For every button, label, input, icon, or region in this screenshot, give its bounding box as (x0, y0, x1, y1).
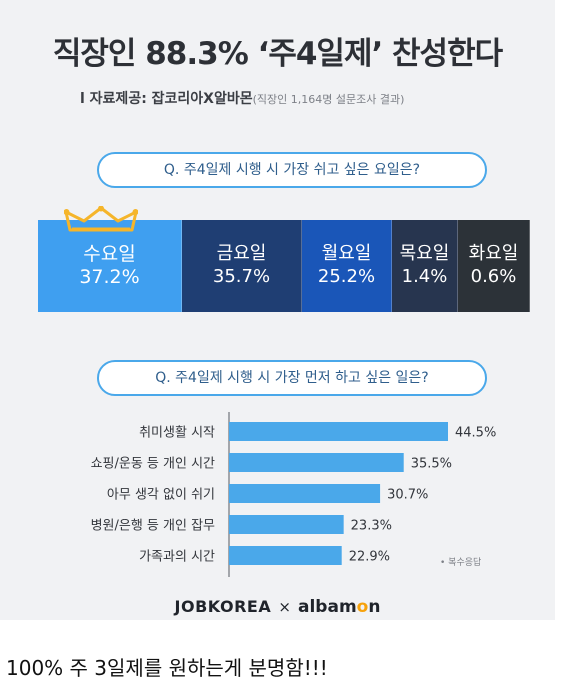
bar-category-label: 아무 생각 없이 쉬기 (107, 488, 215, 503)
source-line: l 자료제공: 잡코리아X알바몬(직장인 1,164명 설문조사 결과) (80, 88, 404, 108)
albamon-logo-m: m (338, 597, 357, 617)
activity-bar-chart: 취미생활 시작 44.5% 쇼핑/운동 등 개인 시간 35.5% 아무 생각 없이 쉬… (91, 412, 496, 577)
bar (229, 546, 342, 565)
weekday-name: 금요일 (216, 243, 267, 264)
weekday-box: 수요일 37.2% (38, 220, 182, 312)
bar-value-label: 30.7% (387, 488, 428, 503)
bar (229, 484, 381, 503)
bar-value-label: 35.5% (411, 457, 452, 472)
weekday-percent: 0.6% (470, 266, 517, 287)
albamon-logo: albamon (298, 597, 380, 617)
bar-category-label: 가족과의 시간 (139, 550, 215, 565)
albamon-logo-part: alba (297, 597, 339, 617)
albamon-logo-o: o (356, 597, 369, 617)
question-1-pill: Q. 주4일제 시행 시 가장 쉬고 싶은 요일은? (97, 152, 487, 188)
bar-category-label: 쇼핑/운동 등 개인 시간 (91, 457, 215, 472)
jobkorea-logo: JOBKOREA (174, 597, 272, 616)
weekday-percent: 1.4% (401, 266, 448, 287)
weekday-name: 수요일 (83, 243, 136, 265)
multiple-response-note-text: • 복수응답 (440, 558, 482, 568)
bar-value-label: 22.9% (349, 550, 390, 565)
question-2-pill: Q. 주4일제 시행 시 가장 먼저 하고 싶은 일은? (97, 360, 487, 396)
weekday-box: 금요일 35.7% (182, 220, 302, 312)
brand-logos: JOBKOREA × albamon (0, 597, 555, 617)
bar (229, 453, 404, 472)
crown-icon (64, 206, 138, 232)
multiple-response-note: • 복수응답 (440, 555, 481, 568)
post-caption: 100% 주 3일제를 원하는게 분명함!!! (6, 656, 328, 680)
weekday-boxes: 수요일 37.2% 금요일 35.7% 월요일 25.2% 목요일 1.4% 화요일 0.6% (38, 220, 530, 312)
source-prefix: l 자료제공: 잡코리아X알바몬 (80, 91, 253, 107)
logo-separator: × (278, 598, 291, 616)
weekday-box: 화요일 0.6% (458, 220, 530, 312)
weekday-name: 화요일 (468, 243, 519, 264)
infographic: 직장인 88.3% ‘주4일제’ 찬성한다 l 자료제공: 잡코리아X알바몬(직… (0, 0, 555, 620)
weekday-box: 월요일 25.2% (302, 220, 392, 312)
source-note: (직장인 1,164명 설문조사 결과) (252, 93, 405, 106)
weekday-name: 월요일 (321, 243, 372, 264)
bar-value-label: 44.5% (455, 426, 496, 441)
weekday-percent: 35.7% (212, 266, 271, 287)
weekday-percent: 25.2% (317, 266, 376, 287)
weekday-percent: 37.2% (79, 266, 140, 288)
bar-value-label: 23.3% (351, 519, 392, 534)
bar-category-label: 병원/은행 등 개인 잡무 (91, 518, 215, 534)
albamon-logo-n: n (368, 597, 381, 617)
bar (229, 515, 344, 534)
bar-category-label: 취미생활 시작 (139, 426, 215, 441)
weekday-name: 목요일 (399, 243, 450, 264)
weekday-box: 목요일 1.4% (392, 220, 458, 312)
infographic-title: 직장인 88.3% ‘주4일제’ 찬성한다 (52, 36, 503, 72)
bar (229, 422, 448, 441)
